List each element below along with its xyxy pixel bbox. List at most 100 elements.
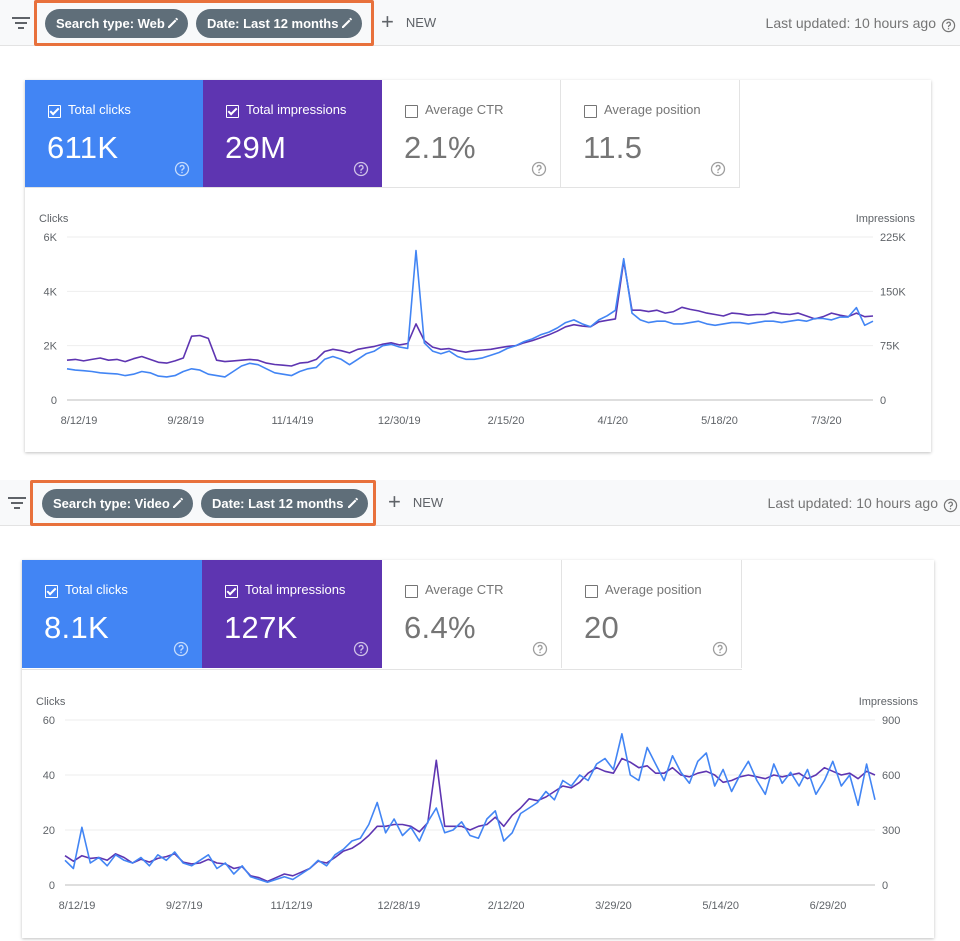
y-tick-label: 20 [43,825,55,837]
help-icon[interactable] [941,17,956,32]
metric-value: 20 [584,610,620,645]
new-filter-button[interactable]: + NEW [381,9,436,37]
checkbox-unchecked-icon[interactable] [405,105,418,118]
metric-value: 8.1K [44,610,109,645]
metric-total-clicks[interactable]: Total clicks 8.1K [22,560,202,668]
checkbox-unchecked-icon[interactable] [585,585,598,598]
y-tick-label: 0 [49,880,55,892]
clicks-series-line[interactable] [66,249,874,378]
x-tick-label: 5/18/20 [701,415,738,427]
performance-chart: Clicks Impressions 0 0 2K 75K 4K 150K 6K 225K 8/12… [25,198,931,452]
edit-pencil-icon[interactable] [346,496,360,510]
y-axis-title: Clicks [39,213,69,225]
y-tick-label: 0 [51,395,57,407]
y2-tick-label: 600 [882,770,900,782]
metric-average-ctr[interactable]: Average CTR 2.1% [382,80,561,188]
help-icon[interactable] [712,641,728,657]
performance-card: Total clicks 8.1K Total impressions 127K… [22,560,934,938]
search-type-chip-label: Search type: Web [56,16,165,31]
date-chip-label: Date: Last 12 months [207,16,339,31]
filter-icon[interactable] [10,13,32,33]
checkbox-checked-icon[interactable] [226,105,239,118]
x-tick-label: 2/12/20 [488,900,525,912]
date-chip[interactable]: Date: Last 12 months [201,489,368,518]
new-filter-button[interactable]: + NEW [388,489,443,517]
metric-label: Average position [605,582,702,597]
y2-axis-title: Impressions [856,213,916,225]
metric-label: Total impressions [245,582,346,597]
help-icon[interactable] [531,161,547,177]
metric-divider [25,187,740,188]
y2-tick-label: 0 [882,880,888,892]
date-chip[interactable]: Date: Last 12 months [196,9,362,38]
help-icon[interactable] [532,641,548,657]
edit-pencil-icon[interactable] [171,496,185,510]
metric-value: 29M [225,130,287,165]
checkbox-unchecked-icon[interactable] [584,105,597,118]
filter-bar: Search type: Video Date: Last 12 months … [0,480,960,526]
metric-value: 611K [47,130,119,165]
checkbox-checked-icon[interactable] [45,585,58,598]
y-tick-label: 6K [44,232,58,244]
metric-total-impressions[interactable]: Total impressions 127K [202,560,382,668]
performance-chart: Clicks Impressions 0 0 20 300 40 600 60 900 8/12/1… [22,680,934,938]
metric-value: 2.1% [404,130,476,165]
search-type-chip[interactable]: Search type: Web [45,9,188,38]
metric-label: Total clicks [68,102,131,117]
plus-icon: + [388,489,401,514]
impressions-series-line[interactable] [64,757,876,883]
checkbox-unchecked-icon[interactable] [405,585,418,598]
metric-average-position[interactable]: Average position 20 [562,560,742,668]
x-tick-label: 9/27/19 [166,900,203,912]
help-icon[interactable] [943,497,958,512]
y-tick-label: 4K [44,286,58,298]
clicks-series-line[interactable] [64,732,876,884]
metric-total-clicks[interactable]: Total clicks 611K [25,80,203,188]
help-icon[interactable] [174,161,190,177]
edit-pencil-icon[interactable] [340,16,354,30]
metric-value: 127K [224,610,298,645]
last-updated-text: Last updated: 10 hours ago [765,15,936,31]
highlighted-filters-box: Search type: Web Date: Last 12 months [34,0,374,46]
impressions-series-line[interactable] [66,260,874,367]
plus-icon: + [381,9,394,34]
search-type-chip-label: Search type: Video [53,496,170,511]
x-tick-label: 2/15/20 [488,415,525,427]
metric-total-impressions[interactable]: Total impressions 29M [203,80,382,188]
new-filter-label: NEW [405,15,437,30]
edit-pencil-icon[interactable] [166,16,180,30]
line-chart: Clicks Impressions 0 0 2K 75K 4K 150K 6K 225K 8/12… [39,213,916,427]
metric-label: Total impressions [246,102,347,117]
x-tick-label: 12/28/19 [377,900,420,912]
help-icon[interactable] [710,161,726,177]
help-icon[interactable] [353,161,369,177]
metric-label: Average CTR [425,582,504,597]
y2-tick-label: 75K [880,341,900,353]
metric-value: 11.5 [583,130,643,165]
filter-bar: Search type: Web Date: Last 12 months + N… [0,0,960,46]
metric-average-position[interactable]: Average position 11.5 [561,80,740,188]
help-icon[interactable] [353,641,369,657]
y-tick-label: 2K [44,341,58,353]
last-updated: Last updated: 10 hours ago [768,492,958,514]
x-tick-label: 6/29/20 [810,900,847,912]
last-updated: Last updated: 10 hours ago [766,12,956,34]
metric-average-ctr[interactable]: Average CTR 6.4% [382,560,562,668]
x-tick-label: 8/12/19 [59,900,96,912]
y-tick-label: 60 [43,715,55,727]
metric-label: Total clicks [65,582,128,597]
y-tick-label: 40 [43,770,55,782]
performance-panel-web: Search type: Web Date: Last 12 months + N… [0,0,960,465]
y2-axis-title: Impressions [859,696,919,708]
x-tick-label: 7/3/20 [811,415,842,427]
checkbox-checked-icon[interactable] [225,585,238,598]
help-icon[interactable] [173,641,189,657]
new-filter-label: NEW [412,495,444,510]
metric-divider [22,669,742,670]
filter-icon[interactable] [6,493,28,513]
y2-tick-label: 300 [882,825,900,837]
line-chart: Clicks Impressions 0 0 20 300 40 600 60 900 8/12/1… [36,696,919,912]
checkbox-checked-icon[interactable] [48,105,61,118]
x-tick-label: 8/12/19 [61,415,98,427]
search-type-chip[interactable]: Search type: Video [42,489,193,518]
